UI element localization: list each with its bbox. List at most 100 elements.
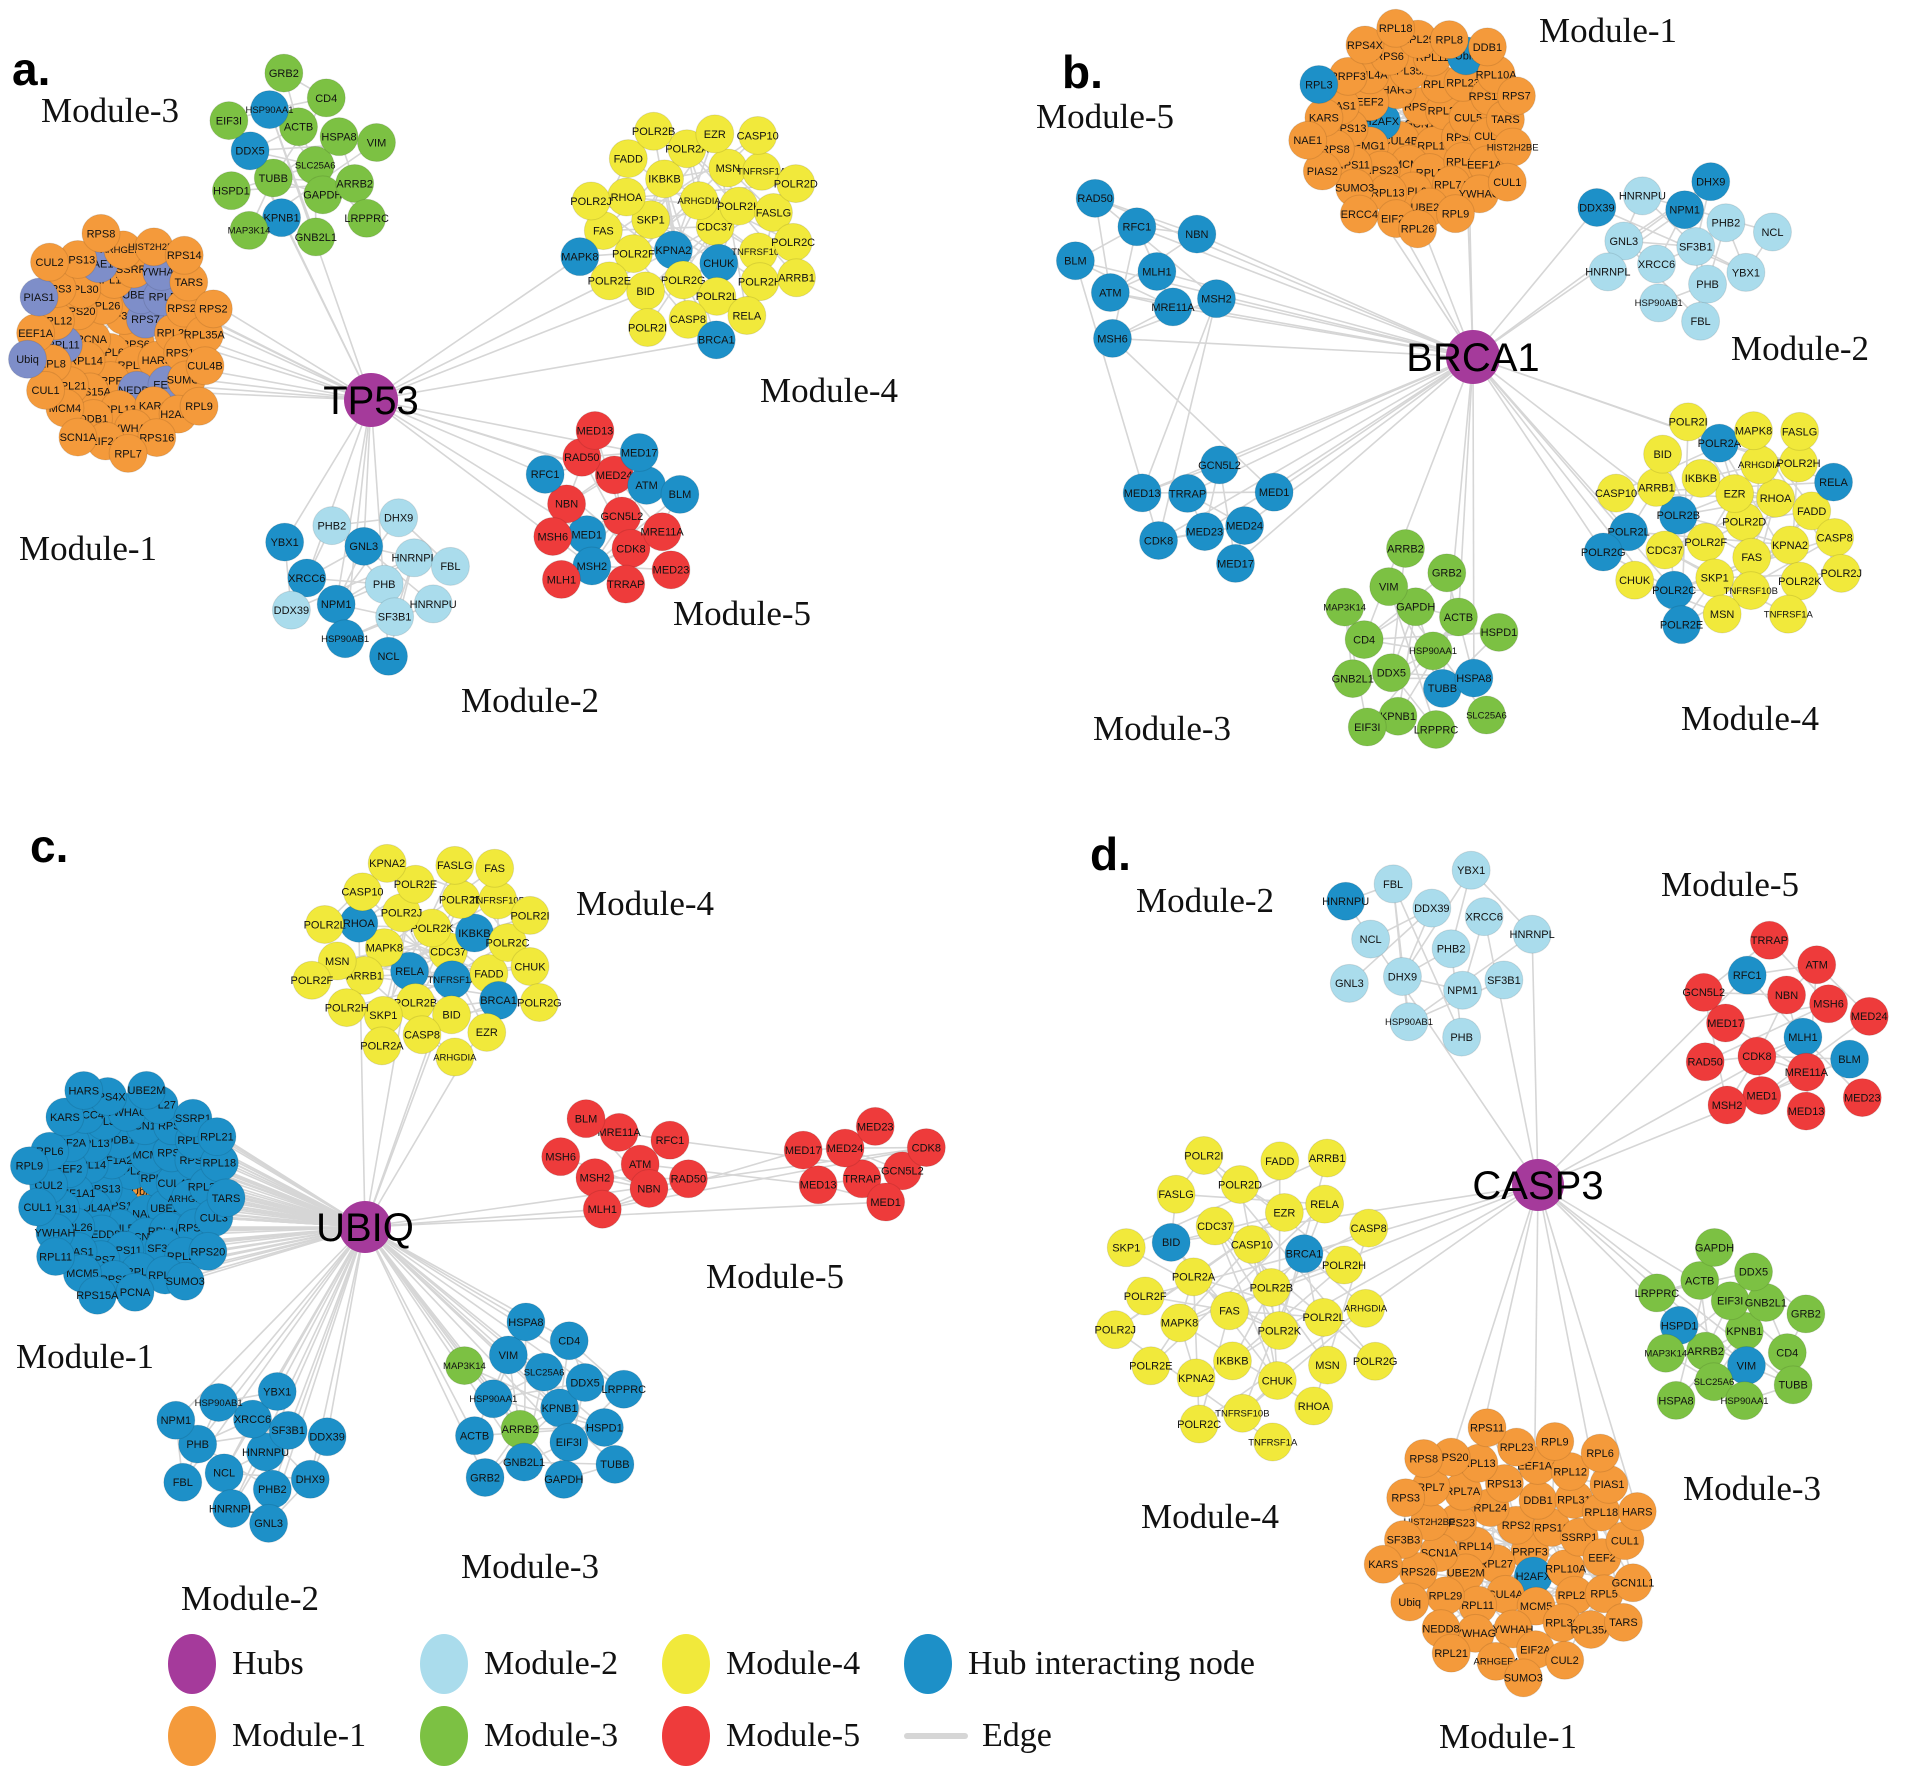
node-RPL9[interactable] — [1535, 1421, 1575, 1461]
node-POLR2K[interactable] — [412, 908, 452, 948]
node-SLC25A6[interactable] — [1694, 1362, 1734, 1402]
node-ATM[interactable] — [627, 465, 667, 505]
node-FBL[interactable] — [1373, 864, 1413, 904]
node-NBN[interactable] — [547, 484, 587, 524]
node-RPL9[interactable] — [1435, 194, 1475, 234]
node-ARRB1[interactable] — [1636, 467, 1676, 507]
node-RPL9[interactable] — [9, 1146, 49, 1186]
node-MED23[interactable] — [1185, 512, 1225, 552]
node-GAPDH[interactable] — [1396, 587, 1436, 627]
node-GCN5L2[interactable] — [602, 496, 642, 536]
node-MLH1[interactable] — [1137, 251, 1177, 291]
node-GCN5L2[interactable] — [882, 1151, 922, 1191]
node-YBX1[interactable] — [257, 1372, 297, 1412]
node-UBE2M[interactable] — [127, 1070, 167, 1110]
node-POLR2G[interactable] — [1583, 532, 1623, 572]
node-MSH6[interactable] — [1809, 984, 1849, 1024]
node-RPL21[interactable] — [1431, 1633, 1471, 1673]
hub-node-UBIQ[interactable] — [339, 1201, 391, 1253]
node-ARHGDIA[interactable] — [1740, 445, 1780, 485]
node-SF3B1[interactable] — [1676, 227, 1716, 267]
node-RELA[interactable] — [1814, 462, 1854, 502]
node-HSP90AB1[interactable] — [1389, 1002, 1429, 1042]
node-CDK8[interactable] — [906, 1128, 946, 1168]
node-BRCA1[interactable] — [696, 320, 736, 360]
node-MED13[interactable] — [1122, 473, 1162, 513]
node-SKP1[interactable] — [631, 200, 671, 240]
node-ARRB2[interactable] — [500, 1409, 540, 1449]
node-TUBB[interactable] — [253, 158, 293, 198]
node-EIF3I[interactable] — [209, 101, 249, 141]
node-FBL[interactable] — [430, 546, 470, 586]
node-SLC25A6[interactable] — [1466, 695, 1506, 735]
node-MSH6[interactable] — [1092, 318, 1132, 358]
hub-node-BRCA1[interactable] — [1446, 330, 1500, 384]
node-RPL21[interactable] — [197, 1117, 237, 1157]
node-MSH2[interactable] — [1196, 279, 1236, 319]
node-POLR2E[interactable] — [1131, 1346, 1171, 1386]
node-TNFRSF1A[interactable] — [742, 151, 782, 191]
node-RFC1[interactable] — [1727, 955, 1767, 995]
node-EZR[interactable] — [1715, 474, 1755, 514]
node-ARRB2[interactable] — [1385, 529, 1425, 569]
node-RPS8[interactable] — [81, 213, 121, 253]
node-POLR2F[interactable] — [613, 234, 653, 274]
node-MAPK8[interactable] — [1734, 411, 1774, 451]
node-RPL8[interactable] — [1429, 20, 1469, 60]
node-POLR2D[interactable] — [776, 164, 816, 204]
node-XRCC6[interactable] — [232, 1399, 272, 1439]
node-TRRAP[interactable] — [606, 564, 646, 604]
node-FASLG[interactable] — [753, 193, 793, 233]
node-PHB[interactable] — [1688, 264, 1728, 304]
node-FADD[interactable] — [1792, 491, 1832, 531]
node-RFC1[interactable] — [1117, 207, 1157, 247]
node-CD4[interactable] — [549, 1321, 589, 1361]
node-GNB2L1[interactable] — [296, 217, 336, 257]
node-SF3B1[interactable] — [268, 1410, 308, 1450]
node-SCN1A[interactable] — [58, 417, 98, 457]
node-GAPDH[interactable] — [1694, 1227, 1734, 1267]
node-MAPK8[interactable] — [1160, 1303, 1200, 1343]
node-MED1[interactable] — [866, 1182, 906, 1222]
node-POLR2G[interactable] — [1355, 1341, 1395, 1381]
node-GRB2[interactable] — [264, 53, 304, 93]
node-GRB2[interactable] — [465, 1457, 505, 1497]
node-POLR2H[interactable] — [740, 262, 780, 302]
node-NCL[interactable] — [1351, 919, 1391, 959]
node-CDC37[interactable] — [1195, 1206, 1235, 1246]
node-HARS[interactable] — [64, 1070, 104, 1110]
node-SUMO3[interactable] — [1503, 1658, 1543, 1698]
node-POLR2E[interactable] — [395, 864, 435, 904]
node-FASLG[interactable] — [1156, 1174, 1196, 1214]
node-HSP90AB1[interactable] — [325, 619, 365, 659]
node-POLR2D[interactable] — [441, 880, 481, 920]
node-MED23[interactable] — [651, 550, 691, 590]
node-POLR2K[interactable] — [719, 186, 759, 226]
node-KARS[interactable] — [1363, 1544, 1403, 1584]
node-MRE11A[interactable] — [1153, 287, 1193, 327]
node-YBX1[interactable] — [1451, 850, 1491, 890]
node-EIF3I[interactable] — [549, 1422, 589, 1462]
node-IKBKB[interactable] — [1681, 458, 1721, 498]
node-Ubiq[interactable] — [8, 339, 48, 379]
node-CHUK[interactable] — [1615, 560, 1655, 600]
node-SF3B1[interactable] — [375, 597, 415, 637]
node-CHUK[interactable] — [510, 946, 550, 986]
node-CUL2[interactable] — [1545, 1640, 1585, 1680]
node-POLR2E[interactable] — [589, 261, 629, 301]
node-POLR2F[interactable] — [292, 960, 332, 1000]
node-XRCC6[interactable] — [1464, 897, 1504, 937]
node-HNRNPU[interactable] — [1326, 881, 1366, 921]
node-POLR2A[interactable] — [1699, 423, 1739, 463]
node-POLR2A[interactable] — [1174, 1257, 1214, 1297]
node-GNB2L1[interactable] — [504, 1442, 544, 1482]
node-MAPK8[interactable] — [364, 928, 404, 968]
node-HSP90AA1[interactable] — [473, 1379, 513, 1419]
node-FBL[interactable] — [163, 1462, 203, 1502]
node-TNFRSF1A[interactable] — [1253, 1422, 1293, 1462]
node-TUBB[interactable] — [1773, 1365, 1813, 1405]
node-HNRNPL[interactable] — [394, 538, 434, 578]
node-GAPDH[interactable] — [544, 1459, 584, 1499]
node-LRPPRC[interactable] — [604, 1369, 644, 1409]
node-POLR2C[interactable] — [1654, 570, 1694, 610]
